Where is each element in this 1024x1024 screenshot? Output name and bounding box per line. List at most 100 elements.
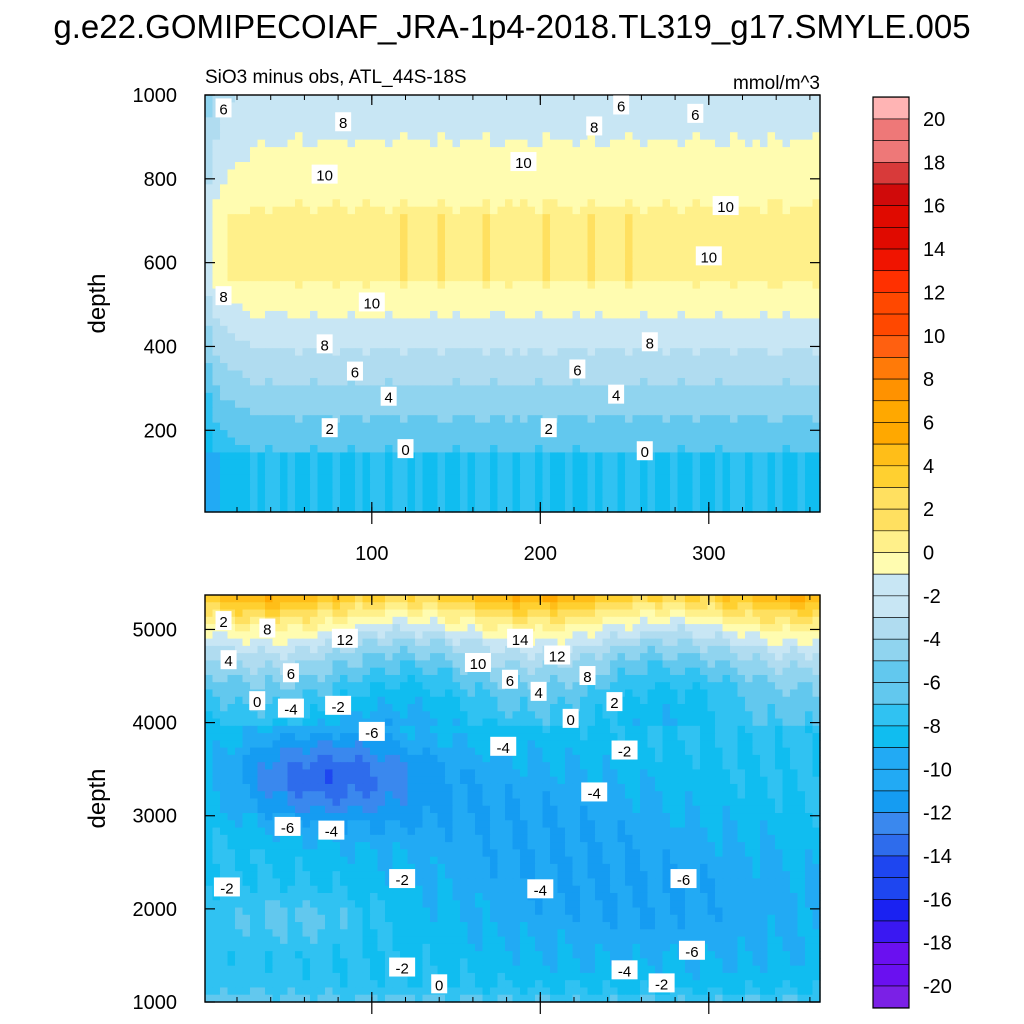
contour-cell xyxy=(565,162,574,171)
contour-cell xyxy=(325,370,334,379)
contour-cell xyxy=(347,415,356,424)
contour-cell xyxy=(445,385,454,394)
contour-cell xyxy=(445,176,454,185)
contour-cell xyxy=(452,340,461,349)
contour-cell xyxy=(385,482,394,491)
contour-cell xyxy=(257,489,266,498)
contour-cell xyxy=(647,370,656,379)
contour-cell xyxy=(670,154,679,163)
contour-cell xyxy=(730,325,739,334)
contour-cell xyxy=(812,162,821,171)
contour-cell xyxy=(797,318,806,327)
contour-cell xyxy=(400,355,409,364)
contour-cell xyxy=(490,236,499,245)
contour-cell xyxy=(790,459,799,468)
contour-cell xyxy=(737,124,746,133)
contour-cell xyxy=(655,407,664,416)
contour-cell xyxy=(557,333,566,342)
contour-cell xyxy=(587,452,596,461)
contour-cell xyxy=(602,370,611,379)
contour-cell xyxy=(482,139,491,148)
contour-cell xyxy=(205,236,214,245)
contour-cell xyxy=(340,370,349,379)
contour-cell xyxy=(655,176,664,185)
contour-cell xyxy=(745,363,754,372)
contour-cell xyxy=(452,355,461,364)
contour-cell xyxy=(610,251,619,260)
contour-cell xyxy=(317,221,326,230)
contour-cell xyxy=(445,154,454,163)
contour-cell xyxy=(385,162,394,171)
contour-cell xyxy=(452,176,461,185)
contour-cell xyxy=(430,266,439,275)
contour-cell xyxy=(250,95,259,104)
contour-cell xyxy=(557,251,566,260)
contour-cell xyxy=(805,236,814,245)
contour-cell xyxy=(385,452,394,461)
contour-cell xyxy=(475,363,484,372)
contour-cell xyxy=(452,482,461,491)
contour-cell xyxy=(625,124,634,133)
contour-cell xyxy=(692,229,701,238)
contour-cell xyxy=(212,318,221,327)
contour-cell xyxy=(797,482,806,491)
contour-cell xyxy=(497,176,506,185)
contour-cell xyxy=(407,474,416,483)
contour-cell xyxy=(287,281,296,290)
contour-cell xyxy=(250,437,259,446)
contour-cell xyxy=(715,236,724,245)
contour-cell xyxy=(790,296,799,305)
contour-cell xyxy=(340,497,349,506)
contour-cell xyxy=(400,325,409,334)
contour-cell xyxy=(302,355,311,364)
contour-cell xyxy=(662,459,671,468)
contour-cell xyxy=(745,221,754,230)
contour-cell xyxy=(782,191,791,200)
contour-cell xyxy=(257,236,266,245)
contour-cell xyxy=(775,482,784,491)
contour-cell xyxy=(520,310,529,319)
contour-cell xyxy=(422,348,431,357)
contour-cell xyxy=(565,199,574,208)
contour-cell xyxy=(265,191,274,200)
contour-cell xyxy=(347,333,356,342)
contour-cell xyxy=(707,117,716,126)
contour-cell xyxy=(272,199,281,208)
contour-cell xyxy=(257,363,266,372)
contour-cell xyxy=(482,348,491,357)
contour-cell xyxy=(347,281,356,290)
contour-cell xyxy=(280,281,289,290)
contour-cell xyxy=(722,221,731,230)
contour-cell xyxy=(662,400,671,409)
contour-cell xyxy=(287,497,296,506)
contour-cell xyxy=(362,139,371,148)
contour-cell xyxy=(347,176,356,185)
contour-cell xyxy=(475,251,484,260)
contour-cell xyxy=(512,236,521,245)
contour-cell xyxy=(332,355,341,364)
contour-cell xyxy=(280,355,289,364)
contour-cell xyxy=(377,422,386,431)
contour-cell xyxy=(550,191,559,200)
contour-cell xyxy=(512,385,521,394)
contour-cell xyxy=(415,415,424,424)
contour-cell xyxy=(805,355,814,364)
contour-cell xyxy=(430,221,439,230)
contour-cell xyxy=(580,147,589,156)
contour-cell xyxy=(745,400,754,409)
contour-cell xyxy=(745,95,754,104)
contour-cell xyxy=(310,385,319,394)
contour-cell xyxy=(580,459,589,468)
contour-cell xyxy=(602,199,611,208)
contour-cell xyxy=(460,303,469,312)
contour-cell xyxy=(377,214,386,223)
contour-cell xyxy=(467,273,476,282)
contour-cell xyxy=(595,266,604,275)
contour-cell xyxy=(437,214,446,223)
contour-cell xyxy=(422,602,431,611)
contour-cell xyxy=(437,206,446,215)
contour-cell xyxy=(437,497,446,506)
contour-cell xyxy=(730,340,739,349)
contour-cell xyxy=(707,602,716,611)
contour-cell xyxy=(422,504,431,513)
